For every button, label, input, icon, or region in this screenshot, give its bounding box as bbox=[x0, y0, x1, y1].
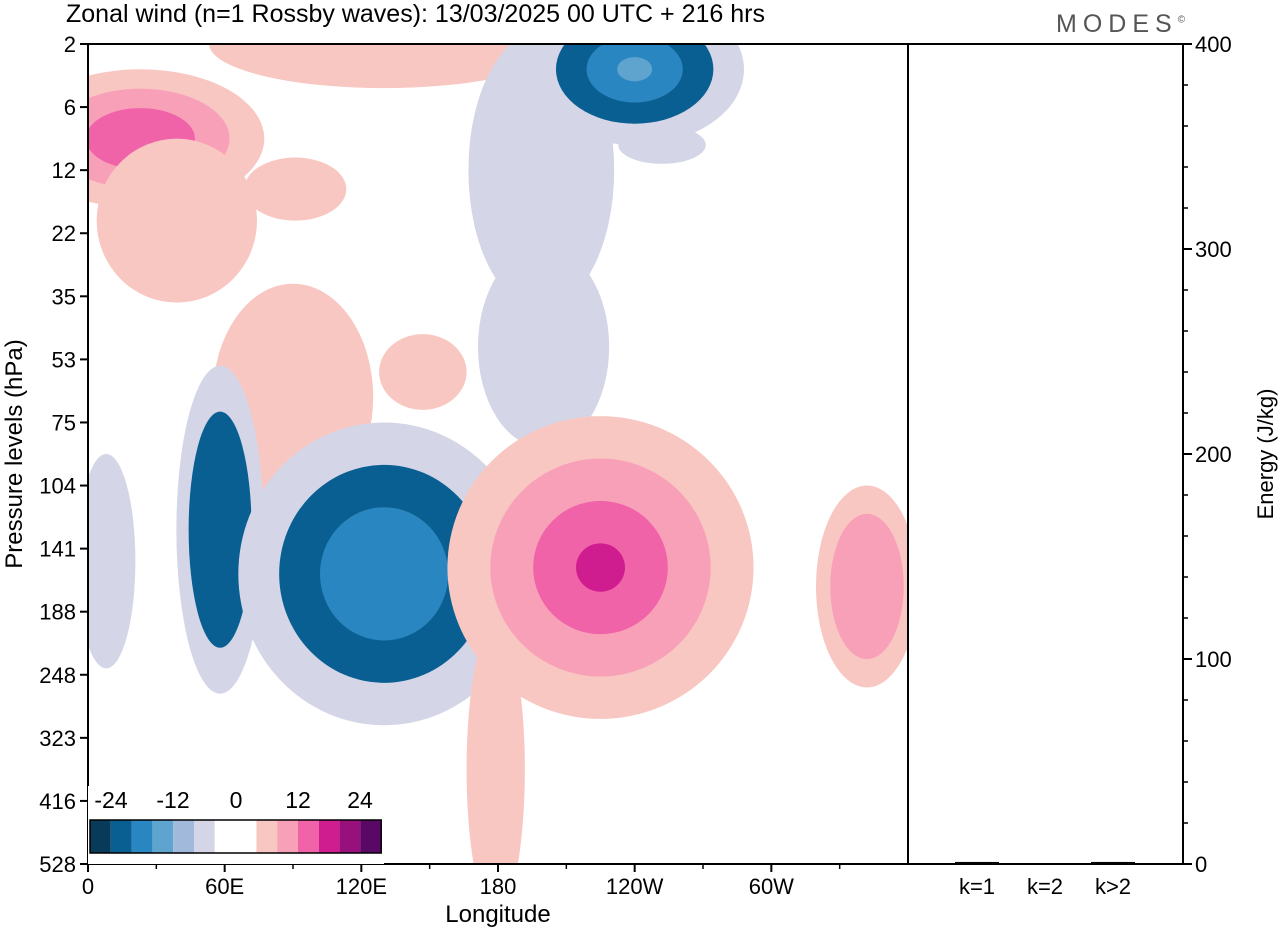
colorbar-swatch bbox=[173, 820, 194, 853]
colorbar-swatch bbox=[256, 820, 278, 853]
y-tick-label: 53 bbox=[52, 347, 76, 372]
wind-field bbox=[88, 44, 908, 864]
energy-category-label: k>2 bbox=[1095, 874, 1131, 899]
field-contour bbox=[88, 454, 136, 669]
field-contour bbox=[96, 138, 258, 303]
pressure-axis: 2 6 12 22 35 53 75 104 141 188 248 323 416 528 bbox=[39, 32, 88, 877]
x-axis-label: Longitude bbox=[445, 901, 550, 928]
colorbar-swatch bbox=[298, 820, 319, 853]
y-tick-label: 6 bbox=[64, 95, 76, 120]
energy-axis: 0 100 200 300 400 bbox=[1183, 32, 1232, 877]
field-contour bbox=[244, 157, 347, 221]
energy-bars: k=1 k=2 k>2 bbox=[955, 861, 1135, 899]
colorbar-swatch bbox=[214, 820, 236, 853]
colorbar-swatch bbox=[339, 820, 361, 853]
y-tick-label: 104 bbox=[39, 474, 76, 499]
colorbar-swatch bbox=[90, 820, 111, 853]
field-contour bbox=[188, 411, 252, 648]
colorbar-swatch bbox=[318, 820, 340, 853]
y-tick-label: 35 bbox=[52, 284, 76, 309]
colorbar-swatch bbox=[194, 820, 215, 853]
colorbar-swatch bbox=[360, 820, 382, 853]
energy-bar bbox=[955, 861, 999, 864]
y-tick-label: 141 bbox=[39, 537, 76, 562]
energy-bar bbox=[1091, 861, 1135, 864]
brand-mark: © bbox=[1177, 14, 1186, 26]
y-tick-label: 75 bbox=[52, 410, 76, 435]
longitude-axis: 0 60E 120E 180 120W 60W bbox=[82, 864, 841, 899]
field-contour bbox=[617, 57, 653, 82]
energy-tick-label: 100 bbox=[1195, 647, 1232, 672]
x-tick-label: 60W bbox=[749, 874, 794, 899]
colorbar-legend: -24 -12 0 12 24 bbox=[88, 786, 384, 864]
energy-tick-label: 300 bbox=[1195, 237, 1232, 262]
y-tick-label: 188 bbox=[39, 600, 76, 625]
field-contour bbox=[618, 126, 706, 164]
y-tick-label: 323 bbox=[39, 726, 76, 751]
field-contour bbox=[830, 513, 904, 660]
y-tick-label: 2 bbox=[64, 32, 76, 57]
x-tick-label: 60E bbox=[205, 874, 244, 899]
field-contour bbox=[466, 624, 525, 864]
colorbar-frame bbox=[89, 819, 382, 854]
field-contour bbox=[477, 245, 610, 448]
energy-plot-frame bbox=[907, 43, 1184, 865]
colorbar-label: 12 bbox=[285, 787, 311, 813]
y-tick-label: 248 bbox=[39, 663, 76, 688]
colorbar-swatch bbox=[152, 820, 174, 853]
energy-tick-label: 0 bbox=[1195, 852, 1207, 877]
colorbar-label: 0 bbox=[230, 787, 243, 813]
x-tick-label: 120W bbox=[606, 874, 664, 899]
brand-text: MODES bbox=[1056, 10, 1178, 38]
x-tick-label: 180 bbox=[480, 874, 517, 899]
field-contour bbox=[319, 507, 449, 641]
colorbar-label: -24 bbox=[94, 787, 127, 813]
colorbar-label: 24 bbox=[347, 787, 373, 813]
field-contour bbox=[576, 543, 625, 592]
y-tick-label: 416 bbox=[39, 789, 76, 814]
colorbar-label: -12 bbox=[156, 787, 189, 813]
y-tick-label: 12 bbox=[52, 158, 76, 183]
colorbar-swatch bbox=[235, 820, 257, 853]
field-contour bbox=[379, 334, 467, 410]
colorbar-swatch bbox=[277, 820, 298, 853]
energy-category-label: k=1 bbox=[959, 874, 995, 899]
x-tick-label: 0 bbox=[82, 874, 94, 899]
y-axis-label: Pressure levels (hPa) bbox=[1, 339, 28, 568]
colorbar-swatch bbox=[131, 820, 153, 853]
colorbar-swatch bbox=[110, 820, 132, 853]
energy-tick-label: 200 bbox=[1195, 442, 1232, 467]
modes-logo: MODES© bbox=[1056, 10, 1185, 39]
energy-axis-label: Energy (J/kg) bbox=[1253, 389, 1278, 520]
field-contour bbox=[209, 44, 559, 89]
energy-tick-label: 400 bbox=[1195, 32, 1232, 57]
chart-title: Zonal wind (n=1 Rossby waves): 13/03/202… bbox=[66, 0, 765, 28]
y-tick-label: 22 bbox=[52, 221, 76, 246]
energy-category-label: k=2 bbox=[1027, 874, 1063, 899]
y-tick-label: 528 bbox=[39, 852, 76, 877]
x-tick-label: 120E bbox=[336, 874, 387, 899]
